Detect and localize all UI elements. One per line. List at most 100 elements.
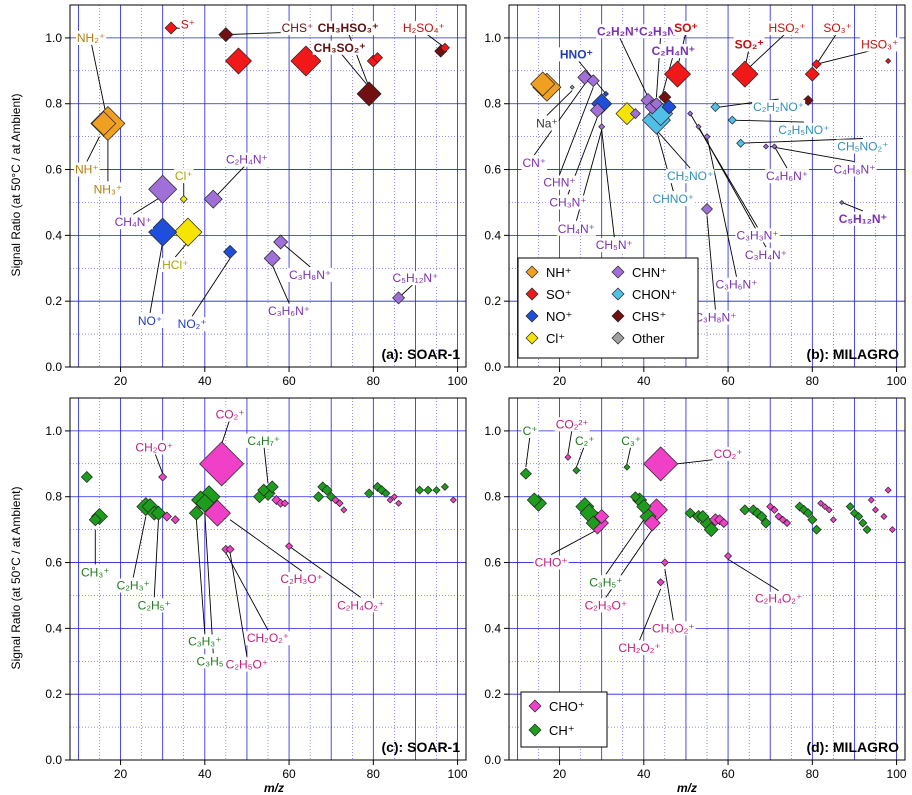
point-chs — [218, 27, 234, 43]
leader-line — [774, 146, 788, 169]
ion-label-bg — [245, 631, 291, 646]
point-cho — [872, 506, 880, 514]
x-axis-label-right: m/z — [677, 781, 697, 795]
ion-label: C₄H₆N⁺ — [766, 169, 808, 183]
x-tick-label: 80 — [806, 374, 820, 388]
ion-label-bg — [693, 310, 738, 325]
ion-label-bg — [179, 17, 197, 32]
point-cho — [825, 506, 833, 514]
ion-label-bg — [535, 116, 559, 131]
ion-label: C₃H₅⁺ — [589, 575, 622, 589]
x-tick-label: 80 — [367, 374, 381, 388]
ion-label: CHNO⁺ — [652, 192, 694, 206]
leader-line — [841, 202, 864, 212]
ion-label: CH₅NO₂⁺ — [837, 140, 888, 154]
ion-label: SO₂⁺ — [735, 37, 764, 51]
ion-label-bg — [594, 238, 634, 253]
ion-label-bg — [336, 598, 386, 613]
panel-1: 20 40 60 80 100 0.0 0.2 0.4 0.6 0.8 1.0 NH₂⁺ NH⁺ NH₃⁺… — [45, 4, 468, 388]
point-cho — [395, 499, 403, 507]
ion-label: C₂H₂N⁺ — [597, 24, 640, 38]
ion-label: NO⁺ — [138, 314, 162, 328]
leader-line — [288, 545, 361, 598]
ion-label-bg — [401, 21, 446, 36]
point-cho — [386, 496, 394, 504]
leader-line — [605, 519, 645, 575]
panel-label: (b): MILAGRO — [806, 346, 899, 362]
x-tick-label: 100 — [887, 767, 907, 781]
ion-label-bg — [596, 24, 642, 39]
ion-label-bg — [556, 221, 597, 236]
ion-label-bg — [246, 433, 282, 448]
point-cho — [564, 453, 572, 461]
leader-line — [601, 130, 615, 238]
ion-label-bg — [279, 572, 324, 586]
x-tick-label: 60 — [282, 374, 296, 388]
y-tick-label: 0.8 — [484, 490, 501, 504]
point-chon — [710, 102, 721, 113]
ion-label-bg — [620, 433, 643, 448]
point-ch — [854, 511, 864, 521]
plot-frame — [69, 4, 467, 368]
leader-line — [86, 136, 100, 162]
y-tick-label: 0.8 — [484, 97, 501, 111]
ion-label: HSO₃⁺ — [861, 37, 898, 51]
point-ch — [862, 525, 872, 535]
point-chn — [598, 123, 606, 131]
y-axis-label-top: Signal Ratio (at 50°C / at Ambient) — [9, 94, 23, 277]
ion-label: C₂H₃N⁺ — [639, 24, 682, 38]
ion-label-bg — [822, 21, 853, 36]
ion-label-bg — [651, 621, 696, 636]
ion-label: C₂H₂NO⁺ — [753, 100, 804, 114]
ion-label-bg — [391, 271, 440, 286]
point-cho — [203, 499, 231, 527]
leader-line — [271, 264, 290, 304]
x-tick-label: 60 — [721, 374, 735, 388]
point-chn — [771, 143, 778, 150]
point-chn — [148, 174, 178, 204]
ion-label: SO⁺ — [674, 21, 698, 35]
ion-label-bg — [312, 40, 367, 55]
y-tick-label: 0.4 — [45, 621, 62, 635]
point-chn — [203, 189, 223, 209]
point-chn — [263, 249, 281, 267]
y-axis-label-bottom: Signal Ratio (at 50°C / at Ambient) — [9, 487, 23, 670]
x-tick-label: 60 — [282, 767, 296, 781]
point-ch — [88, 513, 102, 527]
point-ch — [629, 491, 641, 503]
point-cho — [449, 496, 457, 504]
leader-line — [618, 35, 649, 98]
point-so — [372, 52, 384, 64]
ion-label-bg — [714, 277, 759, 292]
y-tick-label: 0.2 — [45, 687, 62, 701]
leader-line — [280, 241, 311, 268]
ion-label-bg — [74, 162, 100, 177]
leader-line — [727, 558, 779, 592]
point-chon — [736, 138, 746, 148]
legend-label: CHN⁺ — [632, 265, 667, 280]
leader-line — [204, 513, 214, 654]
ion-label: Cl⁺ — [175, 169, 193, 183]
ion-label: CHO⁺ — [535, 556, 568, 570]
point-cho — [724, 551, 733, 560]
x-tick-label: 20 — [114, 374, 128, 388]
panel-2: 20 40 60 80 100 0.0 0.2 0.4 0.6 0.8 1.0 C₂H₂N⁺ C₂H₃N… — [484, 4, 907, 388]
point-ch — [623, 463, 631, 471]
point-ch — [703, 522, 719, 538]
x-tick-label: 100 — [448, 767, 468, 781]
ion-label: HNO⁺ — [560, 47, 593, 61]
ion-label-bg — [743, 248, 789, 263]
point-other — [569, 84, 575, 90]
legend-label: Cl⁺ — [546, 331, 565, 346]
ion-label: CH₅N⁺ — [596, 238, 633, 252]
point-cho — [199, 441, 245, 487]
plot-frame — [69, 397, 467, 761]
leader-line — [748, 31, 788, 68]
ion-label-bg — [115, 578, 151, 593]
legend-marker-chs — [611, 309, 625, 323]
ion-label: C₂H₄N⁺ — [652, 44, 695, 58]
ion-label: NH₃⁺ — [94, 182, 123, 196]
ion-label-bg — [754, 591, 804, 606]
leader-line — [770, 146, 855, 162]
ion-label-bg — [521, 423, 539, 438]
